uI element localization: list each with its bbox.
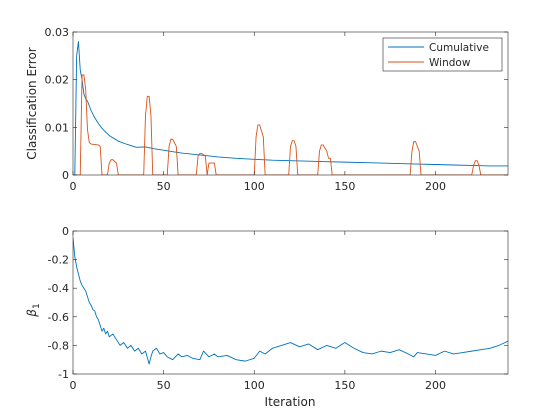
legend-box xyxy=(382,37,503,72)
top-x-ticks: 0 50 100 150 200 xyxy=(70,32,446,193)
bottom-axes-box xyxy=(72,230,509,375)
top-x-tick-label: 100 xyxy=(244,180,265,193)
bottom-x-tick-label: 100 xyxy=(244,379,265,392)
legend: Cumulative Window xyxy=(382,37,503,72)
bottom-subplot: 0 50 100 150 200 -1 -0.8 -0.6 -0.4 -0.2 0 Iterati… xyxy=(25,225,509,409)
bottom-y-tick-label: -0.4 xyxy=(48,282,69,295)
bottom-x-tick-label: 200 xyxy=(425,379,446,392)
top-y-tick-label: 0.03 xyxy=(45,26,70,39)
bottom-x-axis-label: Iteration xyxy=(265,395,316,409)
top-series-line-window xyxy=(73,74,508,175)
top-y-ticks: 0 0.01 0.02 0.03 xyxy=(45,26,508,182)
bottom-x-tick-label: 0 xyxy=(70,379,77,392)
top-y-tick-label: 0 xyxy=(62,169,69,182)
top-x-tick-label: 200 xyxy=(425,180,446,193)
bottom-y-ticks: -1 -0.8 -0.6 -0.4 -0.2 0 xyxy=(48,225,508,381)
bottom-y-tick-label: -0.2 xyxy=(48,254,69,267)
bottom-x-ticks: 0 50 100 150 200 xyxy=(70,231,446,392)
top-y-tick-label: 0.01 xyxy=(45,121,70,134)
bottom-x-tick-label: 50 xyxy=(157,379,171,392)
bottom-y-tick-label: -1 xyxy=(58,368,69,381)
top-x-tick-label: 150 xyxy=(334,180,355,193)
beta-symbol: β xyxy=(25,309,39,318)
top-axes-box xyxy=(72,31,509,176)
bottom-series-group xyxy=(73,238,508,365)
top-subplot: 0 50 100 150 200 0 0.01 0.02 0.03 Classificatio… xyxy=(25,26,509,193)
top-y-tick-label: 0.02 xyxy=(45,74,70,87)
beta-subscript: 1 xyxy=(32,303,42,309)
bottom-y-tick-label: 0 xyxy=(62,225,69,238)
bottom-series-line-0 xyxy=(73,238,508,365)
top-x-tick-label: 0 xyxy=(70,180,77,193)
bottom-y-tick-label: -0.8 xyxy=(48,339,69,352)
bottom-y-tick-label: -0.6 xyxy=(48,311,69,324)
top-series-group xyxy=(73,41,508,175)
legend-label-window: Window xyxy=(429,57,471,69)
bottom-plot-area xyxy=(73,231,508,374)
legend-label-cumulative: Cumulative xyxy=(429,42,489,54)
bottom-y-axis-label: β1 xyxy=(25,303,42,317)
top-x-tick-label: 50 xyxy=(157,180,171,193)
bottom-x-tick-label: 150 xyxy=(334,379,355,392)
top-y-axis-label: Classification Error xyxy=(25,47,39,160)
